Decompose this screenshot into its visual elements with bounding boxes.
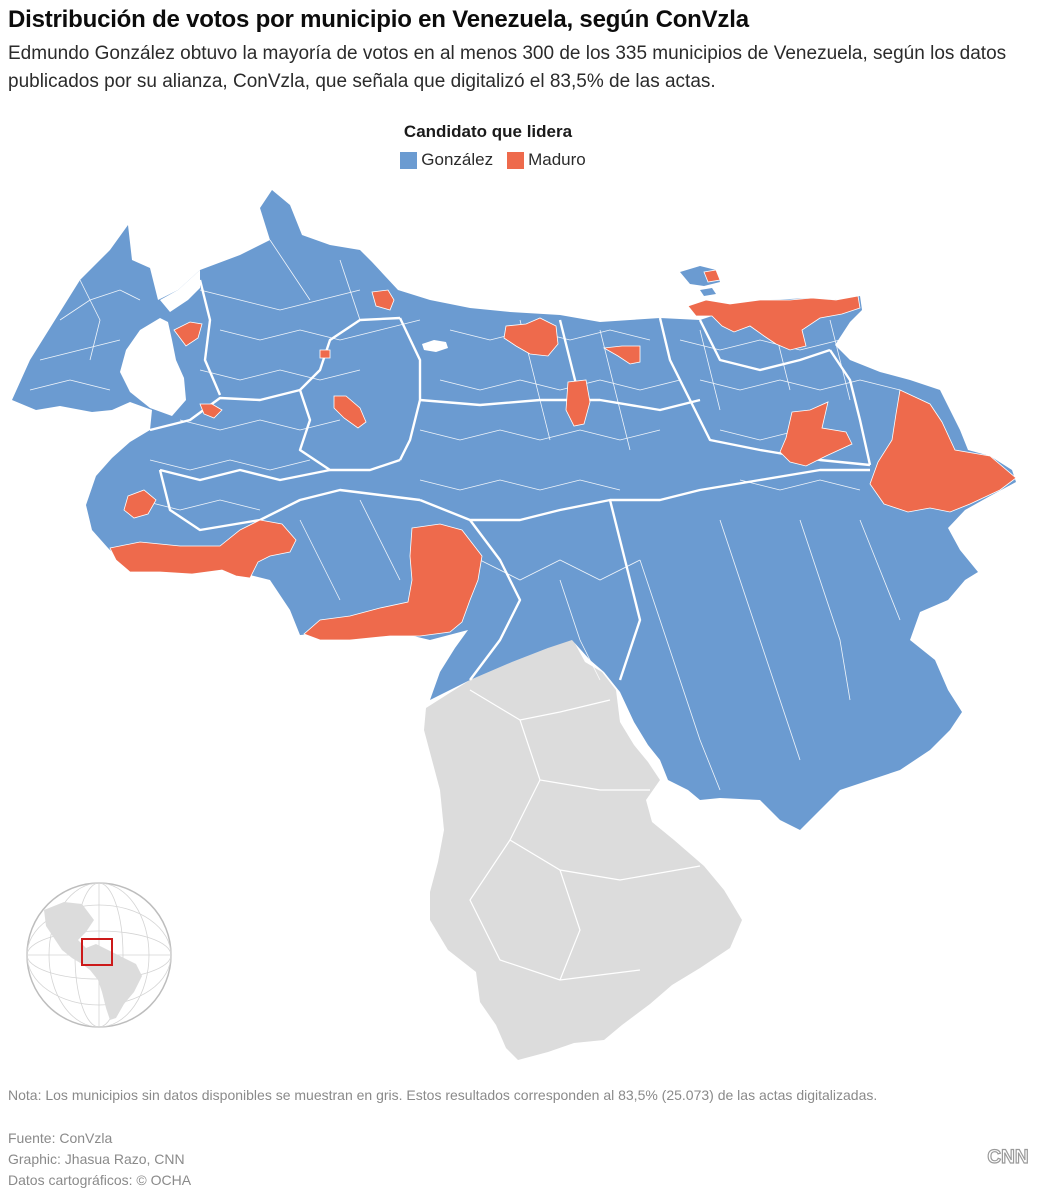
legend-label-gonzalez: González — [421, 150, 494, 169]
region-maduro — [703, 269, 721, 283]
lake-maracaibo — [120, 318, 186, 416]
globe-landmass — [44, 902, 142, 1020]
maduro-regions — [109, 269, 1017, 641]
region-maduro — [319, 349, 331, 359]
region-maduro — [371, 289, 395, 311]
credit-graphic: Graphic: Jhasua Razo, CNN — [8, 1151, 185, 1167]
region-maduro — [333, 395, 367, 429]
chart-title: Distribución de votos por municipio en V… — [8, 6, 749, 33]
region-maduro — [565, 379, 591, 427]
region-maduro — [199, 403, 223, 419]
region-maduro — [173, 321, 203, 347]
region-maduro — [779, 401, 853, 467]
locator-globe — [26, 882, 172, 1028]
region-maduro — [687, 295, 861, 351]
region-maduro — [303, 523, 483, 641]
locator-box — [81, 938, 113, 966]
no-data-internal-borders — [469, 689, 701, 981]
region-maduro — [503, 317, 559, 357]
legend: Candidato que lidera González Maduro — [0, 122, 1046, 170]
island-coche — [700, 288, 716, 296]
footnote: Nota: Los municipios sin datos disponibl… — [8, 1087, 878, 1103]
legend-title: Candidato que lidera — [403, 122, 573, 141]
municipal-borders — [29, 239, 901, 791]
cnn-logo: CNN — [987, 1146, 1029, 1168]
region-maduro — [123, 489, 157, 519]
region-no-data — [424, 638, 742, 1060]
region-gonzalez-main — [12, 190, 1016, 830]
region-maduro — [602, 345, 641, 365]
credit-cartography: Datos cartográficos: © OCHA — [8, 1172, 192, 1188]
legend-swatch-gonzalez — [400, 151, 418, 169]
state-borders — [149, 279, 872, 681]
legend-item-gonzalez: González — [400, 150, 493, 170]
legend-swatch-maduro — [507, 151, 525, 169]
region-maduro — [869, 389, 1017, 513]
cnn-logo-text: CNN — [987, 1147, 1028, 1168]
gulf-of-venezuela — [160, 270, 200, 312]
region-maduro — [109, 519, 297, 579]
legend-item-maduro: Maduro — [507, 150, 586, 170]
legend-items: González Maduro — [0, 150, 1046, 170]
legend-label-maduro: Maduro — [528, 150, 586, 169]
venezuela-map — [12, 190, 1017, 1060]
credits: Fuente: ConVzla Graphic: Jhasua Razo, CN… — [8, 1128, 191, 1191]
credit-source: Fuente: ConVzla — [8, 1130, 113, 1146]
chart-subtitle: Edmundo González obtuvo la mayoría de vo… — [8, 43, 1007, 92]
lake-valencia — [422, 340, 448, 352]
